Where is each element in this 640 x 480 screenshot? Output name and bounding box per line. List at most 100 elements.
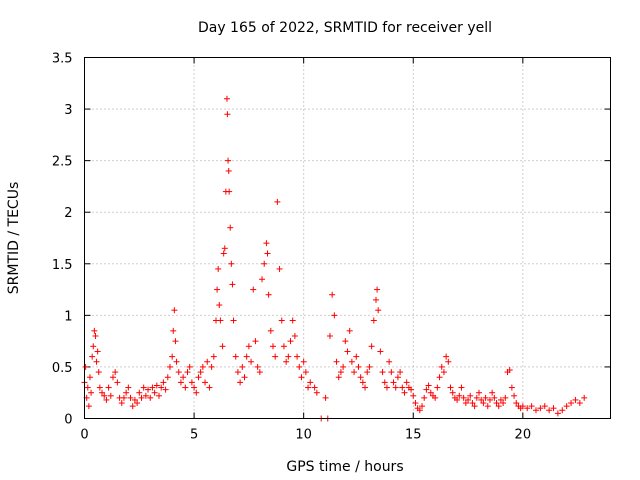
data-point (125, 384, 132, 391)
data-point (254, 363, 261, 370)
data-point (230, 317, 237, 324)
data-point (528, 403, 535, 410)
data-point (329, 291, 336, 298)
data-point (120, 394, 127, 401)
data-point (502, 394, 509, 401)
data-point (147, 394, 154, 401)
data-point (105, 384, 112, 391)
data-point (500, 400, 507, 407)
x-tick-label: 0 (80, 428, 88, 443)
data-point (300, 358, 307, 365)
data-point (166, 363, 173, 370)
data-point (471, 403, 478, 410)
data-point (495, 403, 502, 410)
data-point (129, 403, 136, 410)
data-point (368, 343, 375, 350)
data-point (392, 384, 399, 391)
data-point (460, 394, 467, 401)
data-point (375, 307, 382, 314)
data-point (401, 389, 408, 396)
data-point (228, 260, 235, 267)
data-point (177, 379, 184, 386)
data-point (370, 317, 377, 324)
data-point (169, 353, 176, 360)
data-point (408, 386, 415, 393)
data-point (84, 384, 91, 391)
data-point (204, 358, 211, 365)
data-point (142, 392, 149, 399)
data-point (250, 286, 257, 293)
data-point (480, 400, 487, 407)
data-point (145, 386, 152, 393)
data-point (241, 374, 248, 381)
y-tick-label: 1.5 (52, 258, 73, 273)
data-point (107, 392, 114, 399)
data-point (93, 358, 100, 365)
data-point (359, 379, 366, 386)
data-point (280, 343, 287, 350)
data-point (215, 265, 222, 272)
data-point (96, 384, 103, 391)
y-tick-label: 0 (64, 413, 72, 428)
data-point (188, 379, 195, 386)
x-tick-label: 20 (515, 428, 532, 443)
data-point (206, 384, 213, 391)
data-point (465, 396, 472, 403)
data-point (272, 353, 279, 360)
data-point (225, 167, 232, 174)
data-point (296, 363, 303, 370)
data-point (175, 369, 182, 376)
data-point (153, 382, 160, 389)
data-point (454, 396, 461, 403)
data-point (379, 369, 386, 376)
data-point (263, 240, 270, 247)
data-point (208, 363, 215, 370)
data-point (445, 358, 452, 365)
data-point (340, 363, 347, 370)
data-point (436, 374, 443, 381)
data-point (223, 95, 230, 102)
data-point (473, 394, 480, 401)
data-point (90, 343, 97, 350)
data-point (462, 400, 469, 407)
data-point (423, 386, 430, 393)
data-point (269, 343, 276, 350)
data-point (217, 317, 224, 324)
y-tick-label: 0.5 (52, 361, 73, 376)
data-point (95, 369, 102, 376)
data-point (219, 343, 226, 350)
data-point (136, 389, 143, 396)
data-point (202, 379, 209, 386)
data-point (438, 363, 445, 370)
data-point (265, 291, 272, 298)
data-point (425, 382, 432, 389)
data-point (419, 403, 426, 410)
data-point (182, 384, 189, 391)
data-point (397, 369, 404, 376)
y-tick-label: 2.5 (52, 155, 73, 170)
data-point (508, 384, 515, 391)
data-point (383, 384, 390, 391)
data-point (170, 327, 177, 334)
data-point (291, 332, 298, 339)
data-point (172, 338, 179, 345)
data-point (326, 332, 333, 339)
data-point (322, 394, 329, 401)
data-point (245, 343, 252, 350)
data-point (252, 338, 259, 345)
data-point (109, 374, 116, 381)
data-point (298, 374, 305, 381)
data-point (91, 327, 98, 334)
data-point (85, 403, 92, 410)
data-point (537, 405, 544, 412)
data-point (134, 400, 141, 407)
data-point (546, 407, 553, 414)
data-point (532, 407, 539, 414)
data-point (285, 353, 292, 360)
data-point (337, 369, 344, 376)
data-point (239, 363, 246, 370)
data-point (276, 265, 283, 272)
data-point (399, 384, 406, 391)
data-point (267, 327, 274, 334)
data-point (432, 394, 439, 401)
